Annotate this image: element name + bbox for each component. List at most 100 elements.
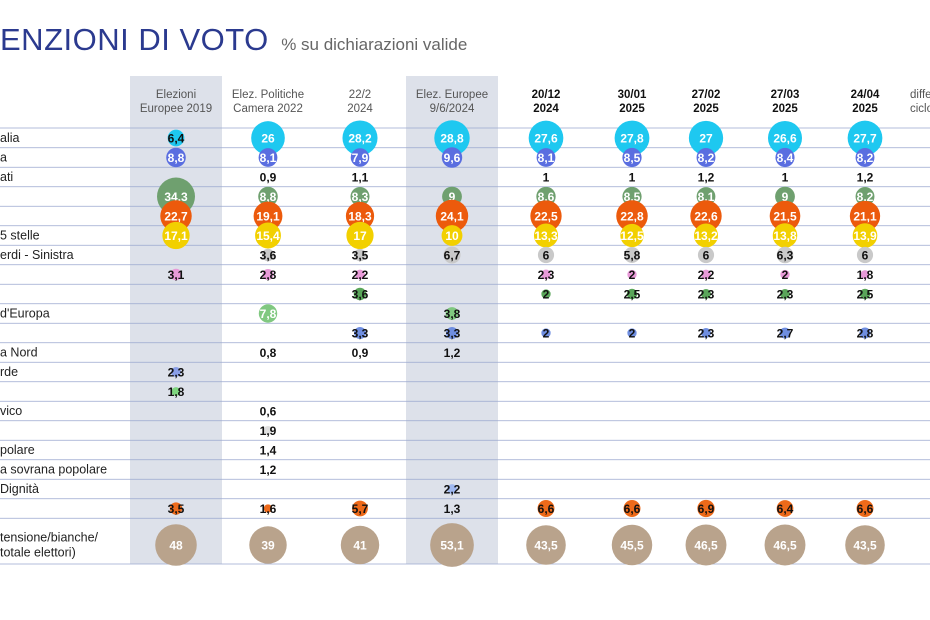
value-label: 21,1	[853, 210, 877, 224]
value-bubble	[528, 120, 564, 156]
value-bubble	[167, 129, 185, 147]
value-bubble	[170, 366, 182, 378]
value-bubble	[537, 246, 555, 264]
value-bubble	[261, 248, 275, 262]
value-label: 46,5	[694, 539, 718, 553]
value-bubble	[855, 187, 875, 206]
value-bubble	[624, 247, 640, 263]
row-label: vico	[0, 404, 22, 418]
value-label: 27,8	[620, 132, 644, 146]
value-bubble	[258, 148, 278, 167]
column-header: Elez. Politiche	[232, 89, 304, 101]
value-bubble	[701, 269, 711, 280]
value-bubble	[697, 246, 715, 264]
value-bubble	[697, 499, 715, 518]
value-bubble	[626, 288, 638, 300]
value-bubble	[772, 223, 798, 248]
value-bubble	[767, 120, 803, 156]
value-bubble	[694, 223, 718, 248]
value-label: 39	[261, 539, 275, 553]
value-label: 8,3	[352, 190, 369, 204]
column-header: 22/2	[349, 89, 371, 101]
chart-title: ENZIONI DI VOTO	[0, 22, 269, 57]
value-bubble	[859, 327, 871, 339]
value-label: 3,3	[444, 327, 461, 341]
value-label: 2,5	[857, 288, 874, 302]
value-bubble	[688, 120, 724, 156]
value-bubble	[169, 502, 183, 515]
column-header: 2024	[533, 103, 559, 115]
value-bubble	[446, 327, 458, 339]
value-bubble	[262, 268, 274, 281]
value-label: 8,6	[538, 190, 555, 204]
value-label: 28,8	[440, 132, 464, 146]
value-label: 17	[353, 229, 367, 243]
value-bubble	[700, 288, 712, 300]
value-bubble	[346, 221, 374, 250]
value-label: 46,5	[773, 539, 797, 553]
value-label: 1,2	[698, 171, 715, 185]
value-label: 15,4	[256, 229, 280, 243]
value-label: 1,2	[857, 171, 874, 185]
value-label: 18,3	[348, 210, 372, 224]
value-label: 1,8	[168, 385, 185, 399]
value-label: 2,8	[260, 268, 277, 282]
value-label: 2	[782, 268, 789, 282]
value-bubble	[536, 148, 556, 167]
column-header: 2025	[619, 103, 645, 115]
value-bubble	[350, 148, 370, 167]
value-label: 6,4	[777, 502, 794, 516]
value-label: 26	[261, 132, 275, 146]
value-bubble	[255, 222, 281, 249]
value-bubble	[155, 524, 197, 566]
value-bubble	[611, 524, 653, 566]
value-label: 24,1	[440, 210, 464, 224]
value-label: 22,6	[694, 210, 718, 224]
value-bubble	[779, 327, 791, 339]
value-label: 27,7	[853, 132, 877, 146]
value-label: 41	[353, 539, 367, 553]
value-label: 2	[543, 288, 550, 302]
row-label: totale elettori)	[0, 546, 76, 560]
value-label: 8,4	[777, 151, 794, 165]
value-bubble	[249, 526, 287, 564]
value-bubble	[776, 500, 794, 517]
value-bubble	[537, 500, 555, 517]
value-bubble	[533, 223, 559, 248]
chart-subtitle: % su dichiarazioni valide	[281, 35, 468, 54]
column-header: 24/04	[851, 89, 880, 101]
value-label: 2,7	[777, 327, 794, 341]
value-label: 22,8	[620, 210, 644, 224]
value-label: 1,6	[260, 502, 277, 516]
value-label: 1	[782, 171, 789, 185]
row-label: tensione/bianche/	[0, 531, 99, 545]
value-label: 8,1	[538, 151, 555, 165]
column-header: Elez. Europee	[416, 89, 488, 101]
value-bubble	[350, 186, 370, 207]
value-label: 53,1	[440, 539, 464, 553]
value-label: 48	[169, 539, 183, 553]
column-header: Elezioni	[156, 89, 196, 101]
value-bubble	[845, 525, 885, 565]
value-label: 3,3	[352, 327, 369, 341]
value-label: 43,5	[853, 539, 877, 553]
value-label: 2	[629, 268, 636, 282]
value-label: 13,2	[694, 229, 718, 243]
column-header: 2024	[347, 103, 373, 115]
value-label: 2,3	[698, 327, 715, 341]
value-bubble	[540, 269, 552, 280]
value-label: 3,6	[260, 249, 277, 263]
value-label: 6,9	[698, 502, 715, 516]
value-bubble	[627, 328, 637, 338]
value-label: 0,8	[260, 346, 277, 360]
value-label: 13,9	[853, 229, 877, 243]
value-label: 8,2	[857, 190, 874, 204]
value-label: 5,7	[352, 502, 369, 516]
value-bubble	[779, 288, 791, 300]
value-label: 10	[445, 229, 459, 243]
value-label: 6,3	[777, 249, 794, 263]
value-label: 2,3	[538, 268, 555, 282]
column-header: 27/02	[692, 89, 721, 101]
value-label: 2,8	[857, 327, 874, 341]
